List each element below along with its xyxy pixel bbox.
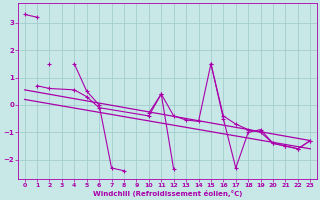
X-axis label: Windchill (Refroidissement éolien,°C): Windchill (Refroidissement éolien,°C): [93, 190, 242, 197]
